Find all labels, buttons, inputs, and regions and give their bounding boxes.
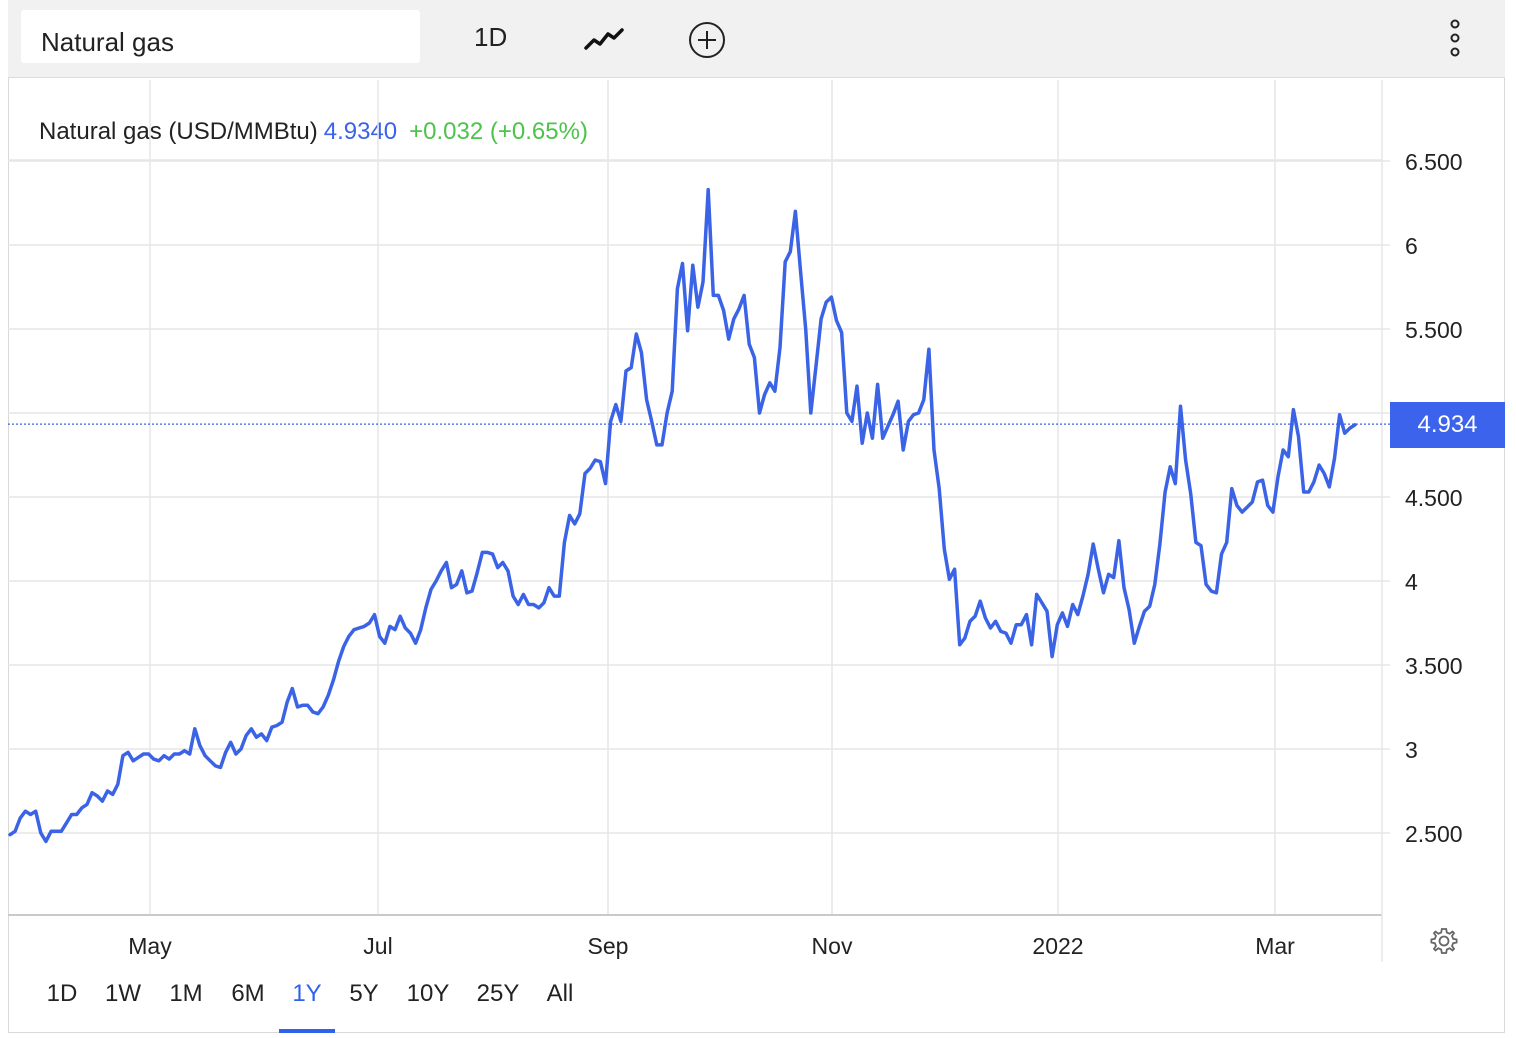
x-tick-label: 2022 bbox=[1032, 933, 1083, 959]
symbol-search-input[interactable]: Natural gas bbox=[21, 10, 420, 63]
y-tick-label: 5.500 bbox=[1405, 317, 1463, 343]
x-tick-label: Nov bbox=[812, 933, 853, 959]
y-tick-label: 6 bbox=[1405, 233, 1418, 259]
range-button-1m[interactable]: 1M bbox=[169, 980, 203, 1007]
y-tick-label: 3.500 bbox=[1405, 653, 1463, 679]
legend-change: +0.032 (+0.65%) bbox=[409, 118, 588, 145]
range-button-1d[interactable]: 1D bbox=[46, 980, 78, 1007]
chart-legend: Natural gas (USD/MMBtu) 4.9340 +0.032 (+0.… bbox=[39, 118, 588, 146]
chart-toolbar: Natural gas 1D bbox=[8, 0, 1505, 78]
y-tick-label: 4 bbox=[1405, 569, 1418, 595]
settings-gear-icon[interactable] bbox=[1429, 926, 1459, 956]
x-axis-labels: May Jul Sep Nov 2022 Mar bbox=[128, 933, 1295, 959]
legend-price: 4.9340 bbox=[323, 118, 398, 145]
x-tick-label: Mar bbox=[1255, 933, 1295, 959]
range-button-5y[interactable]: 5Y bbox=[349, 980, 379, 1007]
y-tick-label: 6.500 bbox=[1405, 149, 1463, 175]
chart-widget bbox=[8, 0, 1505, 1033]
price-series-line bbox=[8, 187, 1357, 844]
chart-axes bbox=[8, 80, 1383, 962]
y-tick-label: 4.500 bbox=[1405, 485, 1463, 511]
active-range-underline bbox=[279, 1029, 335, 1033]
range-button-all[interactable]: All bbox=[546, 980, 574, 1007]
range-button-1w[interactable]: 1W bbox=[105, 980, 141, 1007]
range-button-1y[interactable]: 1Y bbox=[292, 980, 322, 1007]
y-tick-label: 2.500 bbox=[1405, 821, 1463, 847]
last-price-tag: 4.934 bbox=[1390, 402, 1505, 448]
y-tick-label: 3 bbox=[1405, 737, 1418, 763]
add-circle-icon[interactable] bbox=[688, 21, 726, 59]
x-tick-label: Sep bbox=[588, 933, 629, 959]
x-tick-label: May bbox=[128, 933, 172, 959]
range-button-25y[interactable]: 25Y bbox=[476, 980, 520, 1007]
range-button-6m[interactable]: 6M bbox=[231, 980, 265, 1007]
range-button-10y[interactable]: 10Y bbox=[406, 980, 450, 1007]
more-vertical-icon[interactable] bbox=[1443, 18, 1467, 58]
legend-symbol-name: Natural gas (USD/MMBtu) bbox=[39, 118, 318, 145]
horizontal-gridlines bbox=[8, 160, 1390, 834]
y-axis-labels: 6.500 6 5.500 4.500 4 3.500 3 2.500 bbox=[1405, 149, 1463, 847]
x-tick-label: Jul bbox=[363, 933, 392, 959]
interval-button[interactable]: 1D bbox=[474, 22, 508, 52]
line-chart-icon[interactable] bbox=[582, 24, 626, 54]
